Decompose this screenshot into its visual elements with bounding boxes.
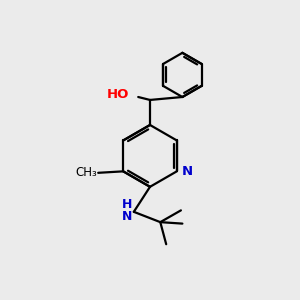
Text: N: N bbox=[182, 165, 193, 178]
Text: CH₃: CH₃ bbox=[75, 166, 97, 179]
Text: HO: HO bbox=[107, 88, 129, 100]
Text: H
N: H N bbox=[122, 198, 132, 223]
